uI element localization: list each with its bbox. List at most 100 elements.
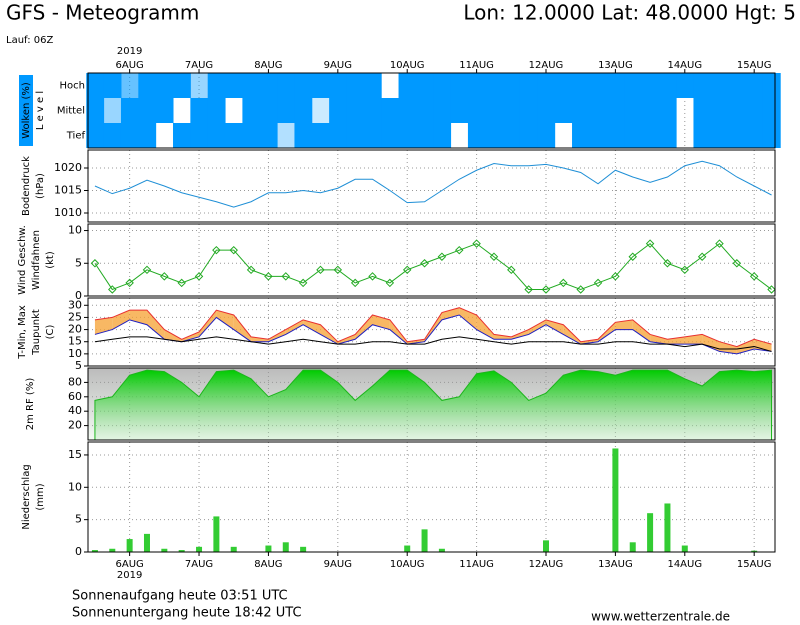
temp-band bbox=[285, 319, 304, 335]
x-tick-label: 14AUG bbox=[667, 559, 702, 570]
temp-band bbox=[355, 315, 373, 340]
cloud-cell bbox=[485, 73, 504, 98]
y-tick-label: 25 bbox=[68, 310, 82, 323]
temp-band bbox=[199, 310, 217, 337]
temp-band bbox=[511, 329, 529, 340]
cloud-cell bbox=[138, 98, 157, 123]
temp-band bbox=[719, 341, 737, 354]
cloud-cell bbox=[173, 73, 191, 98]
x-tick-label: 10AUG bbox=[390, 60, 425, 71]
point-marker bbox=[576, 285, 585, 294]
point-marker bbox=[212, 245, 221, 255]
cloud-cell bbox=[207, 73, 226, 98]
y-tick-label: 0 bbox=[75, 545, 82, 558]
y-axis-label: Bodendruck bbox=[21, 156, 32, 216]
point-marker bbox=[385, 278, 395, 288]
cloud-cell bbox=[485, 123, 504, 148]
y-tick-label: 15 bbox=[68, 448, 82, 461]
point-marker bbox=[628, 252, 637, 261]
cloud-cell bbox=[467, 123, 486, 148]
temp-band bbox=[476, 315, 494, 340]
y-tick-label: 20 bbox=[68, 323, 82, 336]
series-line bbox=[94, 160, 772, 208]
cloud-cell bbox=[554, 98, 573, 123]
bar bbox=[126, 539, 133, 552]
cloud-cell bbox=[329, 73, 347, 98]
panel-frame bbox=[87, 441, 776, 553]
cloud-cell bbox=[225, 73, 243, 98]
cloud-cell bbox=[467, 73, 486, 98]
cloud-cell bbox=[433, 73, 452, 98]
point-marker bbox=[559, 278, 568, 288]
x-tick-label: 8AUG bbox=[254, 559, 282, 570]
bar bbox=[91, 550, 98, 552]
temp-band bbox=[615, 319, 633, 330]
point-marker bbox=[108, 285, 117, 294]
source: www.wetterzentrale.de bbox=[591, 610, 730, 624]
cloud-cell bbox=[589, 73, 608, 98]
y-axis-label: Windfahnen bbox=[31, 230, 42, 290]
cloud-cell bbox=[710, 123, 729, 148]
bar bbox=[109, 548, 116, 552]
location: Lon: 12.0000 Lat: 48.0000 Hgt: 5 bbox=[463, 1, 796, 25]
cloud-cell bbox=[329, 123, 347, 148]
cloud-cell bbox=[572, 98, 590, 123]
y-tick-label: 5 bbox=[75, 359, 82, 372]
sunrise: Sonnenaufgang heute 03:51 UTC bbox=[72, 589, 288, 604]
bar bbox=[647, 513, 654, 552]
y-axis-label: (C) bbox=[45, 325, 56, 340]
cloud-cell bbox=[641, 98, 660, 123]
series-line bbox=[94, 314, 772, 355]
temp-band bbox=[233, 315, 252, 342]
y-axis-label: 2m RF (%) bbox=[25, 378, 36, 431]
cloud-cell bbox=[433, 123, 452, 148]
cloud-cell bbox=[277, 123, 295, 148]
humidity-area bbox=[94, 369, 773, 441]
point-marker bbox=[368, 272, 377, 281]
y-tick-label: 15 bbox=[68, 335, 82, 348]
cloud-cell bbox=[519, 73, 538, 98]
cloud-cell bbox=[762, 98, 781, 123]
y-tick-label: 60 bbox=[68, 390, 82, 403]
bar bbox=[213, 516, 220, 552]
point-marker bbox=[524, 285, 533, 294]
cloud-cell bbox=[710, 73, 729, 98]
cloud-cell bbox=[120, 123, 139, 148]
cloud-cell bbox=[762, 73, 781, 98]
bar bbox=[681, 545, 688, 552]
point-marker bbox=[732, 259, 742, 268]
cloud-cell bbox=[381, 98, 400, 123]
cloud-cell bbox=[155, 73, 174, 98]
cloud-cell bbox=[676, 123, 694, 148]
point-marker bbox=[281, 272, 291, 281]
cloud-cell bbox=[745, 123, 764, 148]
cloud-cell bbox=[589, 98, 608, 123]
cloud-cell bbox=[451, 123, 469, 148]
cloud-cell bbox=[294, 98, 313, 123]
cloud-cell bbox=[415, 73, 434, 98]
cloud-cell bbox=[346, 98, 365, 123]
cloud-cell bbox=[572, 123, 590, 148]
bar bbox=[438, 548, 445, 552]
temp-band bbox=[251, 336, 269, 342]
series-line bbox=[94, 336, 772, 352]
cloud-cell bbox=[398, 73, 417, 98]
bar bbox=[230, 546, 237, 552]
point-marker bbox=[420, 259, 429, 268]
x-tick-label: 15AUG bbox=[737, 60, 772, 71]
x-tick-label: 10AUG bbox=[390, 559, 425, 570]
x-tick-label: 12AUG bbox=[529, 559, 564, 570]
cloud-level-label: Mittel bbox=[57, 106, 85, 117]
x-tick-label: 14AUG bbox=[667, 60, 702, 71]
cloud-cell bbox=[589, 123, 608, 148]
cloud-cell bbox=[103, 123, 122, 148]
bar bbox=[178, 550, 185, 552]
cloud-cell bbox=[277, 98, 295, 123]
cloud-cell bbox=[641, 73, 660, 98]
point-marker bbox=[749, 272, 759, 281]
cloud-cell bbox=[294, 73, 313, 98]
temp-band bbox=[146, 310, 165, 340]
y-axis-label: T-Min, Max bbox=[17, 305, 28, 360]
cloud-cell bbox=[311, 98, 330, 123]
